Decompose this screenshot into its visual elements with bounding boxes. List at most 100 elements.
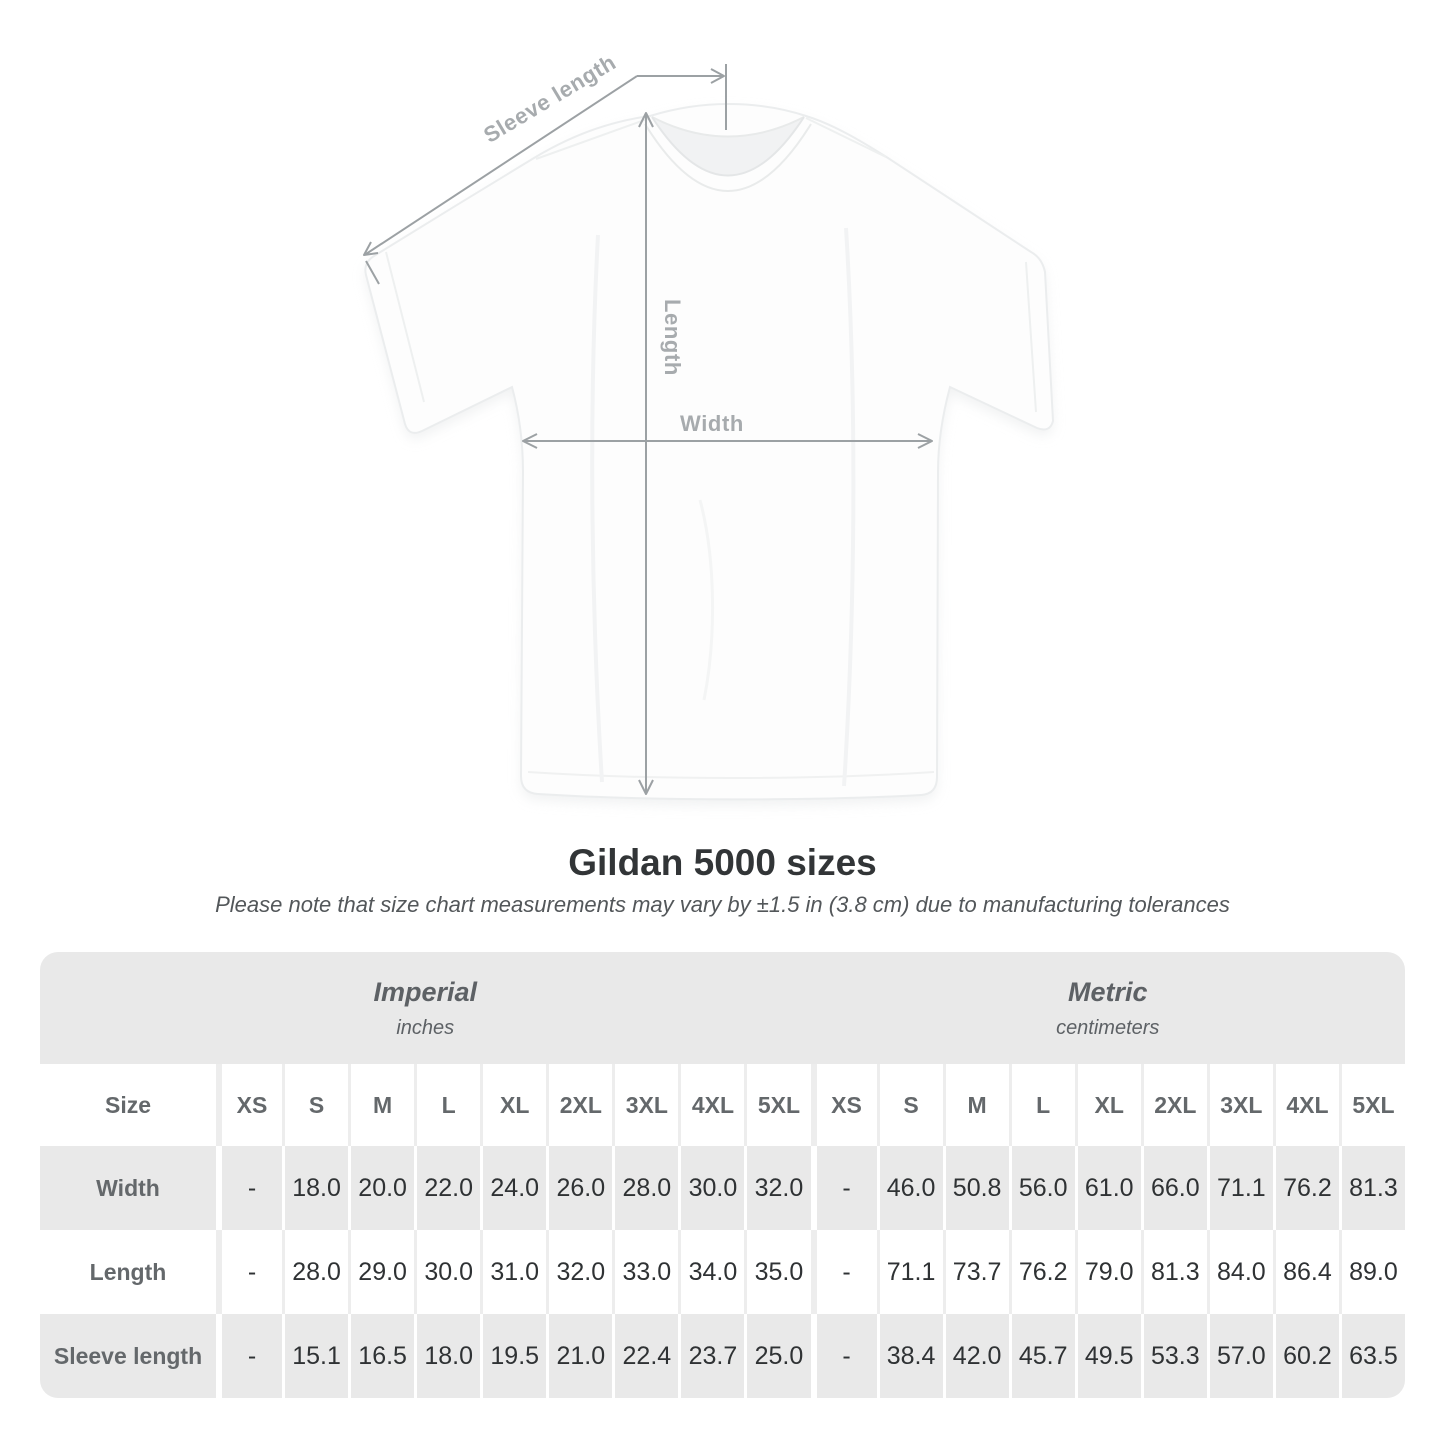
- table-cell: 32.0: [744, 1146, 811, 1230]
- size-header: XS: [216, 1064, 282, 1146]
- table-cell: 56.0: [1008, 1146, 1075, 1230]
- size-header: 3XL: [1206, 1064, 1273, 1146]
- table-cell: -: [216, 1146, 283, 1230]
- table-cell: 50.8: [942, 1146, 1009, 1230]
- tshirt-collar: [644, 116, 812, 192]
- table-cell: -: [810, 1146, 877, 1230]
- metric-unit: centimeters: [1056, 1016, 1160, 1039]
- table-cell: 63.5: [1338, 1314, 1405, 1398]
- table-cell: 42.0: [942, 1314, 1009, 1398]
- size-header: 5XL: [744, 1064, 810, 1146]
- table-cell: 35.0: [744, 1230, 810, 1314]
- table-cell: 73.7: [942, 1230, 1009, 1314]
- table-cell: 46.0: [876, 1146, 943, 1230]
- table-cell: 53.3: [1140, 1314, 1207, 1398]
- size-header: 2XL: [1140, 1064, 1207, 1146]
- imperial-unit: inches: [396, 1016, 455, 1039]
- table-cell: 33.0: [612, 1230, 678, 1314]
- table-cell: 79.0: [1074, 1230, 1141, 1314]
- size-header: XL: [1074, 1064, 1141, 1146]
- sleeve-length-arrow: [363, 64, 727, 285]
- table-cell: 81.3: [1140, 1230, 1207, 1314]
- size-table: Imperial inches Metric centimeters Size …: [40, 952, 1405, 1398]
- table-cell: 22.0: [414, 1146, 481, 1230]
- page-title: Gildan 5000 sizes: [568, 842, 877, 883]
- table-cell: 16.5: [348, 1314, 415, 1398]
- table-cell: 20.0: [348, 1146, 415, 1230]
- size-header: S: [282, 1064, 348, 1146]
- size-header: M: [942, 1064, 1009, 1146]
- width-label: Width: [680, 411, 744, 436]
- table-cell: -: [216, 1230, 282, 1314]
- table-cell: 23.7: [678, 1314, 745, 1398]
- table-cell: -: [216, 1314, 283, 1398]
- table-cell: 22.4: [612, 1314, 679, 1398]
- table-cell: 30.0: [678, 1146, 745, 1230]
- table-cell: 19.5: [480, 1314, 547, 1398]
- table-cell: 18.0: [414, 1314, 481, 1398]
- length-label: Length: [660, 299, 685, 376]
- table-cell: 71.1: [876, 1230, 943, 1314]
- imperial-header: Imperial inches: [40, 952, 811, 1064]
- metric-header: Metric centimeters: [810, 952, 1405, 1064]
- row-label: Sleeve length: [40, 1314, 216, 1398]
- arrowhead-right-icon: [917, 433, 933, 449]
- table-cell: -: [810, 1314, 877, 1398]
- table-cell: 25.0: [744, 1314, 811, 1398]
- size-header: 5XL: [1338, 1064, 1405, 1146]
- tshirt-body: [364, 103, 1054, 801]
- imperial-title: Imperial: [373, 976, 478, 1007]
- table-cell: 89.0: [1338, 1230, 1405, 1314]
- arrowhead-down-icon: [638, 779, 654, 795]
- arrowhead-right-icon: [710, 68, 725, 84]
- metric-title: Metric: [1067, 976, 1148, 1007]
- table-cell: 18.0: [282, 1146, 349, 1230]
- size-header: M: [348, 1064, 414, 1146]
- table-cell: 15.1: [282, 1314, 349, 1398]
- arrowhead-left-icon: [522, 433, 538, 449]
- size-header: XS: [810, 1064, 877, 1146]
- table-cell: 32.0: [546, 1230, 612, 1314]
- table-cell: 45.7: [1008, 1314, 1075, 1398]
- table-cell: 29.0: [348, 1230, 414, 1314]
- table-cell: 66.0: [1140, 1146, 1207, 1230]
- table-cell: 60.2: [1272, 1314, 1339, 1398]
- table-cell: 28.0: [282, 1230, 348, 1314]
- size-header: XL: [480, 1064, 546, 1146]
- row-label: Length: [89, 1258, 167, 1285]
- table-cell: 34.0: [678, 1230, 744, 1314]
- table-cell: 76.2: [1272, 1146, 1339, 1230]
- tshirt-illustration: [363, 64, 1054, 806]
- size-header: 4XL: [678, 1064, 744, 1146]
- table-cell: 30.0: [414, 1230, 480, 1314]
- table-cell: 84.0: [1206, 1230, 1273, 1314]
- table-cell: 49.5: [1074, 1314, 1141, 1398]
- arrowhead-up-icon: [638, 112, 654, 128]
- table-cell: 81.3: [1338, 1146, 1405, 1230]
- size-header: 4XL: [1272, 1064, 1339, 1146]
- size-header: 2XL: [546, 1064, 612, 1146]
- size-header: L: [414, 1064, 480, 1146]
- size-header: L: [1008, 1064, 1075, 1146]
- table-cell: 57.0: [1206, 1314, 1273, 1398]
- table-cell: 26.0: [546, 1146, 613, 1230]
- size-header: 3XL: [612, 1064, 678, 1146]
- table-cell: 21.0: [546, 1314, 613, 1398]
- width-arrow: [522, 433, 933, 449]
- size-header: S: [876, 1064, 943, 1146]
- table-cell: 31.0: [480, 1230, 546, 1314]
- cuff-tick: [365, 260, 380, 285]
- arrowhead-downleft-icon: [363, 241, 379, 256]
- tshirt-measurement-diagram: Sleeve length Length Width: [363, 49, 1054, 806]
- table-cell: 76.2: [1008, 1230, 1075, 1314]
- table-cell: 86.4: [1272, 1230, 1339, 1314]
- table-cell: 24.0: [480, 1146, 547, 1230]
- table-cell: 28.0: [612, 1146, 679, 1230]
- row-label: Width: [40, 1146, 216, 1230]
- length-arrow: [638, 112, 654, 795]
- table-cell: 61.0: [1074, 1146, 1141, 1230]
- size-column-header: Size: [104, 1091, 152, 1118]
- tolerance-note: Please note that size chart measurements…: [215, 892, 1230, 917]
- table-cell: 71.1: [1206, 1146, 1273, 1230]
- size-chart-page: Sleeve length Length Width Gildan 5000 s…: [40, 49, 1405, 1398]
